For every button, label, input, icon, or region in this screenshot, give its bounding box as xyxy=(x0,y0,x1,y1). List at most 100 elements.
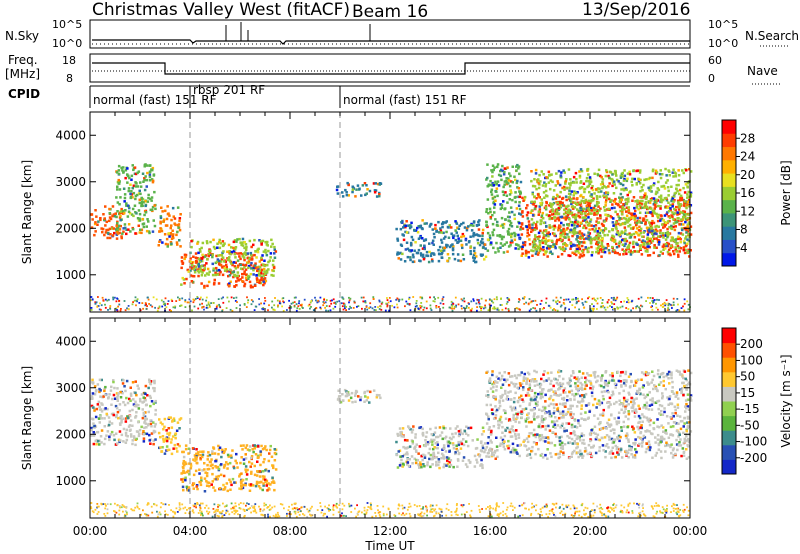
ground-scatter-cell xyxy=(366,308,369,311)
scatter-cell xyxy=(675,369,679,372)
scatter-cell xyxy=(667,194,670,197)
scatter-cell xyxy=(188,462,191,465)
ground-scatter-cell xyxy=(549,306,552,309)
scatter-cell xyxy=(184,478,187,482)
scatter-cell xyxy=(501,223,504,226)
scatter-cell xyxy=(273,248,276,251)
ground-scatter-cell xyxy=(139,309,142,312)
scatter-cell xyxy=(629,372,632,376)
scatter-cell xyxy=(636,201,640,205)
ground-scatter-cell xyxy=(612,298,615,301)
scatter-cell xyxy=(402,453,406,457)
scatter-cell xyxy=(223,269,227,272)
scatter-cell xyxy=(659,207,662,210)
scatter-cell xyxy=(429,465,432,469)
scatter-cell xyxy=(545,240,548,243)
ground-scatter-cell xyxy=(127,308,130,311)
scatter-cell xyxy=(210,483,213,486)
ground-scatter-cell xyxy=(434,298,436,300)
scatter-cell xyxy=(666,206,669,209)
scatter-cell xyxy=(674,191,677,195)
scatter-cell xyxy=(470,229,474,232)
scatter-cell xyxy=(565,216,568,220)
scatter-cell xyxy=(241,280,244,283)
scatter-cell xyxy=(273,459,277,462)
scatter-cell xyxy=(531,191,534,195)
scatter-cell xyxy=(243,241,246,244)
ground-scatter-cell xyxy=(596,308,598,310)
scatter-cell xyxy=(422,257,426,261)
scatter-cell xyxy=(548,239,551,242)
ground-scatter-cell xyxy=(319,306,322,309)
scatter-cell xyxy=(668,225,671,229)
scatter-cell xyxy=(554,197,558,200)
ground-scatter-cell xyxy=(276,299,279,302)
scatter-cell xyxy=(559,235,562,238)
scatter-cell xyxy=(683,191,687,194)
scatter-cell xyxy=(596,243,600,246)
scatter-cell xyxy=(616,251,619,255)
scatter-cell xyxy=(95,215,98,218)
scatter-cell xyxy=(638,171,642,174)
scatter-cell xyxy=(679,240,682,244)
scatter-cell xyxy=(192,255,195,258)
scatter-cell xyxy=(194,265,198,269)
scatter-cell xyxy=(670,224,673,228)
scatter-cell xyxy=(565,186,568,190)
scatter-cell xyxy=(578,224,581,228)
scatter-cell xyxy=(437,259,441,263)
scatter-cell xyxy=(597,190,600,194)
ground-scatter-cell xyxy=(245,306,248,308)
scatter-cell xyxy=(177,226,180,229)
ground-scatter-cell xyxy=(205,306,208,309)
scatter-cell xyxy=(438,252,441,256)
scatter-cell xyxy=(442,454,445,457)
scatter-cell xyxy=(538,245,542,249)
scatter-cell xyxy=(561,230,565,233)
scatter-cell xyxy=(178,427,181,430)
scatter-cell xyxy=(442,221,445,224)
scatter-cell xyxy=(441,225,444,229)
scatter-cell xyxy=(227,258,230,262)
scatter-cell xyxy=(527,220,531,223)
scatter-cell xyxy=(123,211,126,215)
scatter-cell xyxy=(533,227,537,230)
ground-scatter-cell xyxy=(282,300,284,303)
scatter-cell xyxy=(576,220,580,224)
scatter-cell xyxy=(231,271,234,274)
scatter-cell xyxy=(579,208,583,212)
scatter-cell xyxy=(229,454,233,457)
ground-scatter-cell xyxy=(591,303,593,305)
scatter-cell xyxy=(651,229,654,233)
scatter-cell xyxy=(587,201,590,204)
scatter-cell xyxy=(686,193,689,196)
scatter-cell xyxy=(647,186,650,190)
scatter-cell xyxy=(494,180,497,184)
scatter-cell xyxy=(514,434,517,438)
scatter-cell xyxy=(527,256,531,259)
scatter-cell xyxy=(402,462,405,466)
scatter-cell xyxy=(250,462,254,465)
scatter-cell xyxy=(152,402,155,406)
scatter-cell xyxy=(556,201,559,205)
scatter-cell xyxy=(240,472,243,475)
scatter-cell xyxy=(649,186,652,189)
ground-scatter-cell xyxy=(217,298,220,300)
nsky-left-tick-top: 10^5 xyxy=(52,18,82,31)
scatter-cell xyxy=(249,251,253,255)
scatter-cell xyxy=(363,400,366,403)
scatter-cell xyxy=(112,412,115,415)
scatter-cell xyxy=(522,199,525,202)
ground-scatter-cell xyxy=(281,305,283,308)
scatter-cell xyxy=(236,238,239,241)
scatter-cell xyxy=(141,172,145,175)
scatter-cell xyxy=(534,247,537,251)
scatter-cell xyxy=(587,199,591,203)
scatter-cell xyxy=(473,246,476,250)
scatter-cell xyxy=(446,459,449,462)
scatter-cell xyxy=(124,226,127,230)
scatter-cell xyxy=(192,275,196,278)
ground-scatter-cell xyxy=(271,300,274,303)
y-tick-label: 3000 xyxy=(55,175,86,189)
scatter-cell xyxy=(225,268,229,271)
